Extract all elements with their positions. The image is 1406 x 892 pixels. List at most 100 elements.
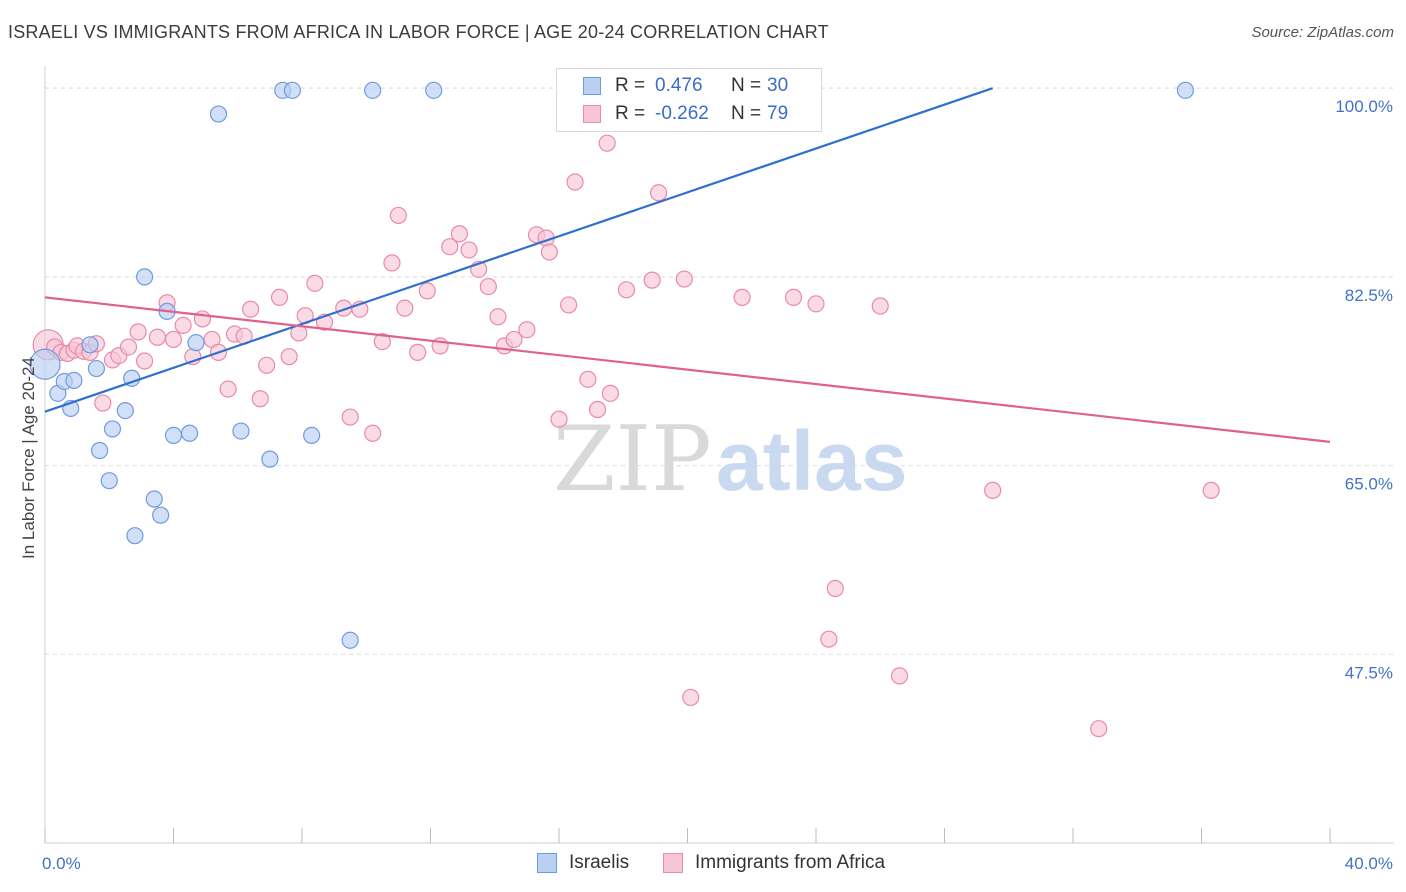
legend-row-immigrants: R = -0.262 N = 79	[583, 101, 788, 127]
immigrant-point	[418, 282, 436, 300]
immigrant-point	[1202, 481, 1220, 499]
israeli-point	[303, 426, 321, 444]
immigrant-point	[94, 394, 112, 412]
immigrant-point	[364, 424, 382, 442]
immigrant-point	[560, 296, 578, 314]
axes	[44, 66, 1394, 844]
immigrant-point	[129, 323, 147, 341]
legend-n-value: 79	[767, 103, 789, 124]
immigrant-point	[341, 408, 359, 426]
immigrant-point	[649, 184, 668, 202]
watermark-atlas: atlas	[716, 414, 907, 508]
legend-swatch-pink	[663, 853, 683, 873]
y-tick-label: 100.0%	[1335, 97, 1393, 116]
immigrant-point	[733, 288, 751, 306]
immigrant-point	[890, 667, 909, 685]
immigrant-point	[826, 579, 844, 598]
watermark: ZIP atlas	[553, 407, 907, 512]
israeli-point	[187, 334, 205, 352]
legend-r-label: R =	[615, 103, 646, 124]
immigrant-point	[219, 380, 237, 398]
immigrants-trend-line	[44, 296, 1331, 443]
y-axis-title: In Labor Force | Age 20-24	[19, 357, 38, 559]
stats-legend: R = 0.476 N = 30 R = -0.262 N = 79	[556, 68, 822, 132]
tick-labels: 47.5% 65.0% 82.5% 100.0% 0.0% 40.0%	[42, 97, 1393, 873]
gridlines	[45, 87, 1394, 655]
israeli-point	[180, 424, 199, 442]
israeli-point	[1176, 81, 1195, 99]
immigrant-point	[441, 238, 459, 256]
immigrant-point	[1090, 720, 1108, 738]
legend-n-label: N =	[731, 103, 762, 124]
immigrant-point	[601, 384, 620, 402]
series-legend: Israelis Immigrants from Africa	[0, 852, 1406, 876]
israeli-point	[91, 441, 109, 460]
israeli-point	[103, 420, 122, 438]
immigrant-point	[251, 390, 269, 408]
immigrant-point	[164, 330, 183, 349]
immigrant-point	[598, 134, 616, 152]
chart-title: ISRAELI VS IMMIGRANTS FROM AFRICA IN LAB…	[8, 22, 829, 42]
israeli-point	[425, 81, 443, 99]
israeli-point	[126, 527, 144, 545]
x-tick-label: 0.0%	[42, 854, 81, 873]
legend-swatch-blue	[537, 853, 557, 873]
israeli-point	[341, 631, 359, 649]
immigrant-point	[242, 300, 260, 318]
immigrant-point	[784, 288, 803, 306]
source-label: Source: ZipAtlas.com	[1251, 24, 1394, 41]
immigrant-point	[258, 356, 276, 374]
legend-n-value: 30	[767, 75, 789, 96]
immigrant-point	[396, 299, 414, 317]
immigrant-point	[820, 630, 838, 648]
legend-item-israelis: Israelis	[537, 852, 629, 874]
immigrant-point	[373, 332, 391, 351]
series-israelis-points	[29, 81, 1195, 649]
immigrant-point	[389, 206, 407, 225]
immigrant-point	[617, 281, 636, 299]
immigrant-point	[135, 352, 154, 370]
immigrant-point	[148, 328, 167, 346]
legend-r-value: -0.262	[655, 103, 709, 124]
immigrant-point	[682, 688, 700, 707]
immigrant-point	[306, 274, 324, 292]
israeli-point	[209, 105, 228, 123]
immigrant-point	[540, 243, 558, 261]
immigrant-point	[460, 241, 478, 259]
israeli-point	[364, 81, 382, 99]
legend-swatch-pink	[583, 105, 601, 123]
israeli-point	[152, 506, 170, 524]
legend-r-label: R =	[615, 75, 646, 96]
x-tick-label: 40.0%	[1345, 854, 1393, 873]
legend-row-israelis: R = 0.476 N = 30	[583, 73, 788, 99]
legend-item-immigrants: Immigrants from Africa	[663, 852, 885, 874]
series-immigrants-points	[32, 81, 1220, 738]
legend-swatch-blue	[583, 77, 601, 95]
israeli-point	[261, 450, 279, 468]
immigrant-point	[450, 225, 469, 243]
israelis-trend-line	[44, 87, 994, 413]
legend-label-israelis: Israelis	[569, 852, 630, 873]
israeli-point	[116, 401, 134, 420]
legend-r-value: 0.476	[655, 75, 703, 96]
israeli-point	[65, 371, 83, 389]
immigrant-point	[984, 481, 1002, 499]
immigrant-point	[566, 173, 584, 191]
israeli-point	[232, 422, 250, 440]
immigrant-point	[409, 343, 427, 361]
israeli-point	[135, 268, 154, 286]
israeli-point	[100, 472, 118, 490]
israeli-point	[283, 81, 301, 99]
israeli-point	[164, 426, 183, 444]
y-tick-label: 47.5%	[1345, 663, 1393, 682]
immigrant-point	[383, 254, 401, 272]
israeli-point	[29, 348, 61, 380]
immigrant-point	[579, 370, 597, 388]
immigrant-point	[505, 330, 523, 349]
immigrant-point	[270, 288, 289, 306]
y-tick-label: 65.0%	[1345, 475, 1393, 494]
immigrant-point	[518, 321, 536, 339]
immigrant-point	[675, 270, 693, 288]
israeli-point	[81, 336, 99, 354]
